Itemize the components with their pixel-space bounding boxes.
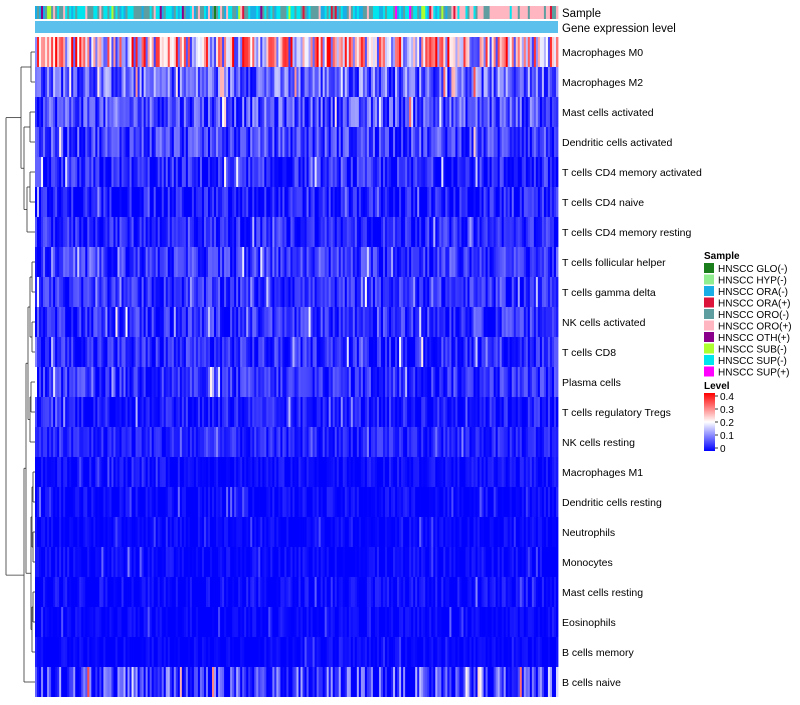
heatmap-cell <box>556 517 558 547</box>
sample-annotation-bar <box>35 6 558 19</box>
heatmap-cell <box>556 337 558 367</box>
heatmap-cell <box>556 67 558 97</box>
heatmap-cell <box>556 157 558 187</box>
heatmap-cells <box>35 37 558 697</box>
expression-level-bar <box>35 21 558 33</box>
heatmap-cell <box>556 127 558 157</box>
heatmap-cell <box>556 397 558 427</box>
heatmap-cell <box>556 457 558 487</box>
heatmap-cell <box>556 487 558 517</box>
heatmap-cell <box>556 247 558 277</box>
heatmap-cell <box>556 217 558 247</box>
heatmap-cell <box>556 97 558 127</box>
row-dendrogram <box>6 52 35 682</box>
heatmap-cell <box>556 307 558 337</box>
heatmap-cell <box>556 37 558 67</box>
level-bar-fill <box>35 21 558 33</box>
heatmap-cell <box>556 277 558 307</box>
heatmap-cell <box>556 187 558 217</box>
sample-annotation-cell <box>556 6 558 19</box>
heatmap-cell <box>556 427 558 457</box>
heatmap-cell <box>556 367 558 397</box>
